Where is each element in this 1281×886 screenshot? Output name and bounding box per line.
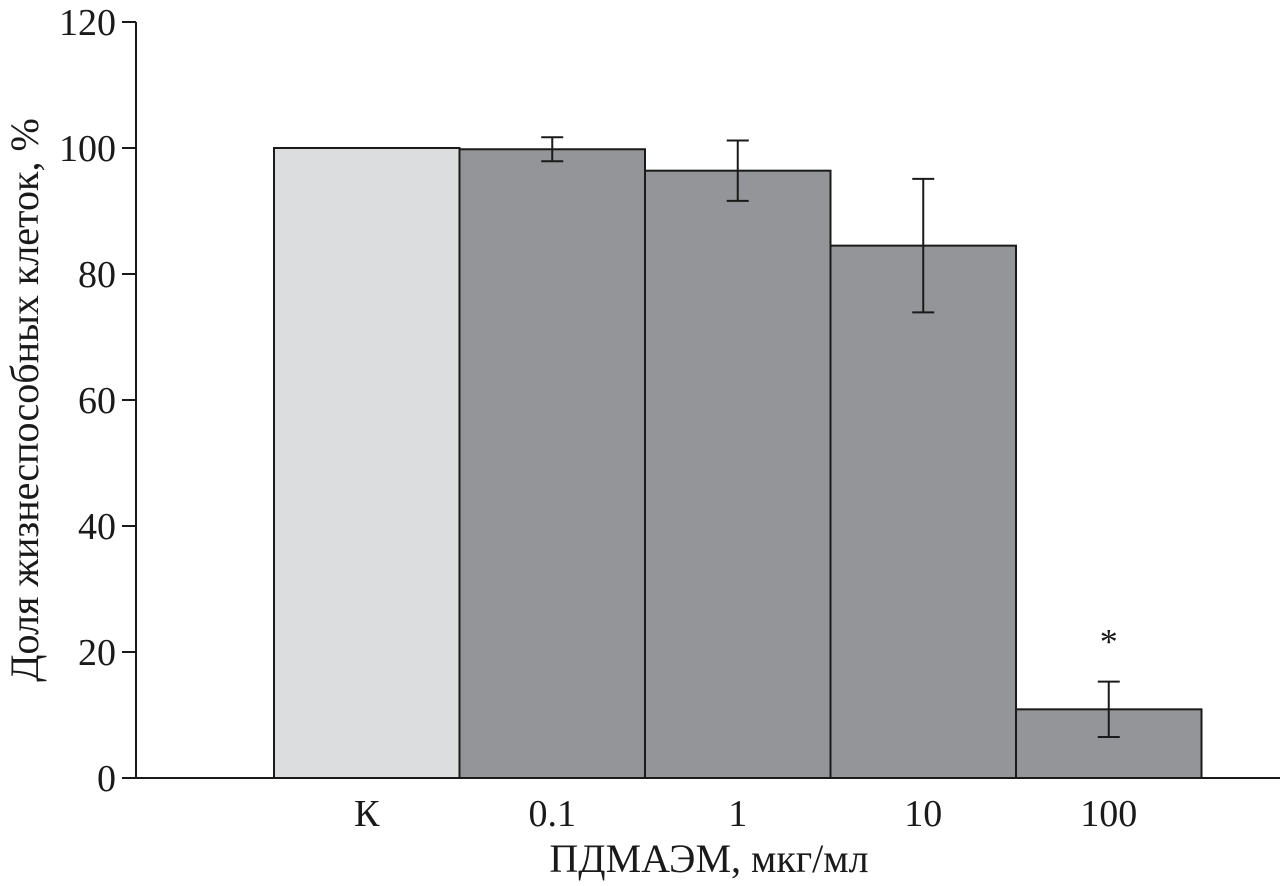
y-tick-label: 80 [78, 254, 116, 296]
x-ticks-group: К 0.1 1 10 100 [354, 793, 1137, 835]
y-tick-label: 60 [78, 380, 116, 422]
y-tick-label: 20 [78, 632, 116, 674]
x-tick-label: 10 [904, 793, 942, 835]
bar-2 [644, 169, 832, 779]
x-tick-label: 0.1 [529, 793, 577, 835]
bar-1 [458, 148, 646, 779]
error-bars-group [541, 136, 1120, 739]
y-axis-title: Доля жизнеспособных клеток, % [2, 118, 47, 682]
y-tick-label: 100 [59, 128, 116, 170]
annotations-group: * [1100, 622, 1118, 662]
bar-3 [829, 244, 1017, 779]
y-tick-label: 0 [97, 758, 116, 800]
y-tick-label: 40 [78, 506, 116, 548]
x-tick-label: К [354, 793, 380, 835]
y-ticks-group: 0 20 40 60 80 100 120 [59, 2, 136, 800]
significance-marker: * [1100, 622, 1118, 662]
x-axis-title: ПДМАЭМ, мкг/мл [549, 836, 868, 881]
bar-0 [273, 147, 461, 779]
x-tick-label: 1 [728, 793, 747, 835]
x-tick-label: 100 [1080, 793, 1137, 835]
bars-group [273, 147, 1203, 780]
y-tick-label: 120 [59, 2, 116, 44]
